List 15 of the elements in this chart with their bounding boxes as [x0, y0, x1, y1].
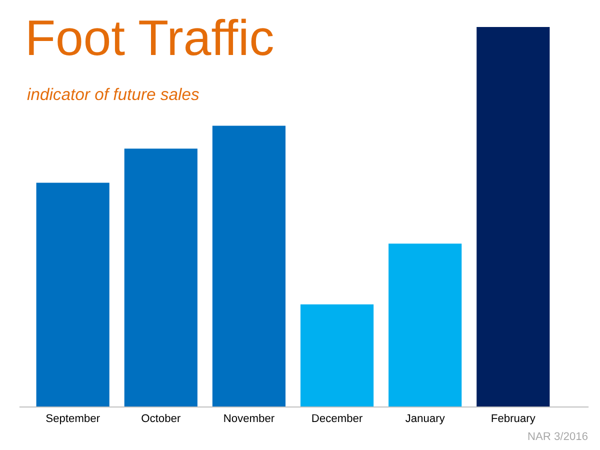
bar: [476, 27, 550, 407]
bar: [388, 244, 462, 407]
x-tick-label: January: [405, 414, 445, 424]
x-tick-label: December: [312, 414, 362, 422]
x-tick-label: November: [224, 414, 274, 422]
text: NAR 3/2016: [528, 432, 588, 440]
bar: [300, 304, 374, 407]
bar: [124, 148, 198, 407]
x-tick-label: October: [142, 414, 180, 422]
x-tick-label: February: [492, 414, 536, 424]
bar: [212, 126, 286, 407]
x-tick-label: September: [46, 414, 100, 424]
text: indicator of future sales: [27, 88, 199, 100]
chart-title: Foot Traffic: [29, 18, 273, 56]
bar: [36, 182, 110, 407]
